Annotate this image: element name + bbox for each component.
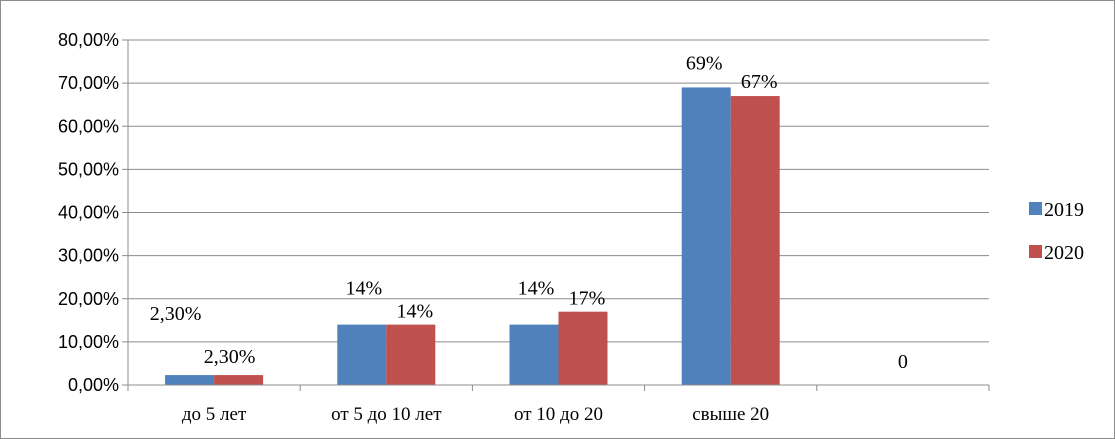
data-label: 69%	[686, 52, 723, 74]
bar-2020-0	[214, 375, 264, 385]
x-tick-label: от 10 до 20	[514, 404, 603, 425]
y-tick-label: 70,00%	[58, 73, 119, 93]
y-tick-label: 10,00%	[58, 332, 119, 352]
y-tick-label: 0,00%	[68, 375, 119, 395]
bar-2019-2	[509, 324, 559, 385]
data-label: 14%	[396, 301, 433, 323]
y-tick-label: 30,00%	[58, 246, 119, 266]
y-tick-label: 20,00%	[58, 289, 119, 309]
y-tick-label: 60,00%	[58, 116, 119, 136]
y-tick-label: 40,00%	[58, 203, 119, 223]
gridlines	[128, 39, 989, 343]
y-tick-label: 50,00%	[58, 159, 119, 179]
bar-2020-2	[558, 311, 608, 385]
legend: 2019 2020	[1029, 199, 1084, 264]
x-tick-label: от 5 до 10 лет	[331, 404, 442, 425]
x-tick-label: свыше 20	[692, 404, 769, 425]
data-label: 17%	[569, 288, 606, 310]
legend-swatch-2020	[1029, 245, 1042, 258]
y-axis-ticks: 0,00% 10,00% 20,00% 30,00% 40,00% 50,00% 60,00…	[58, 30, 128, 395]
bar-2019-0	[165, 375, 215, 385]
bar-2020-3	[730, 96, 780, 385]
bars	[165, 87, 780, 385]
bar-2020-1	[386, 324, 436, 385]
data-label-zero: 0	[898, 351, 908, 373]
bar-2019-3	[681, 87, 731, 385]
data-labels: 2,30% 14% 14% 69% 2,30% 14% 17% 67% 0	[150, 52, 908, 373]
x-tick-label: до 5 лет	[182, 404, 247, 425]
data-label: 2,30%	[150, 303, 202, 325]
legend-swatch-2019	[1029, 202, 1042, 215]
data-label: 14%	[518, 278, 555, 300]
axes	[127, 40, 989, 386]
y-tick-label: 80,00%	[58, 30, 119, 50]
legend-label-2020: 2020	[1044, 242, 1084, 264]
legend-label-2019: 2019	[1044, 199, 1084, 221]
data-label: 14%	[345, 278, 382, 300]
data-label: 2,30%	[204, 346, 256, 368]
bar-2019-1	[337, 324, 387, 385]
x-axis-ticks: до 5 лет от 5 до 10 лет от 10 до 20 свыше 2…	[127, 385, 990, 425]
data-label: 67%	[741, 71, 778, 93]
